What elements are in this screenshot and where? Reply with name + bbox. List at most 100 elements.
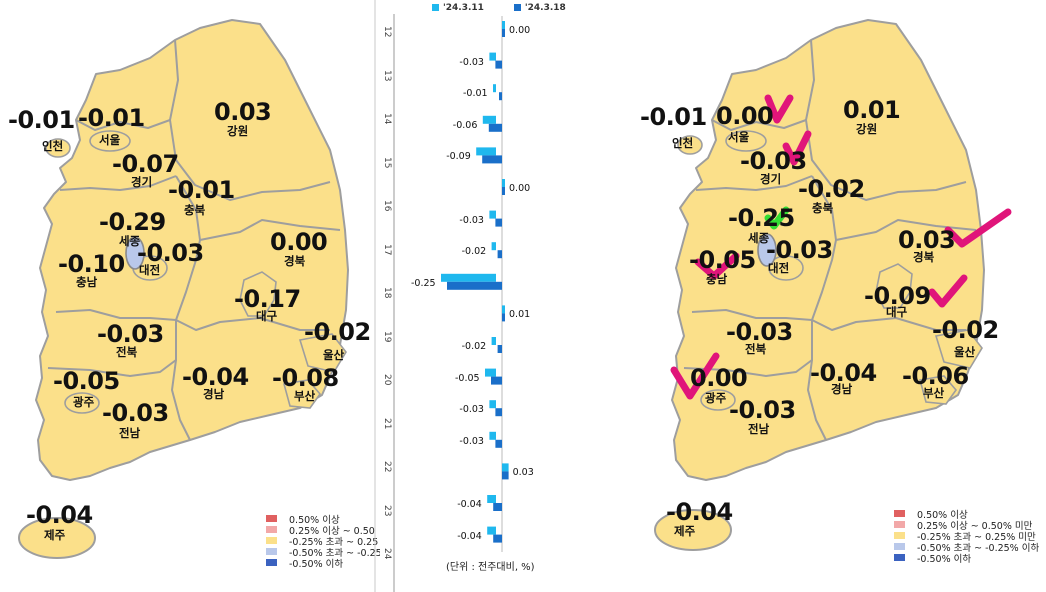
korea-map-right [654, 19, 1012, 551]
name-gwangju: 광주 [705, 391, 727, 405]
week-tick-label: 15 [382, 156, 392, 168]
name-ulsan: 울산 [323, 348, 345, 362]
bar-value-label: -0.05 [455, 372, 480, 384]
gwangju-shape [700, 389, 736, 411]
bar-series-1 [482, 115, 496, 124]
bar-series-1 [489, 400, 496, 409]
legend-series-2: '24.3.18 [513, 3, 566, 13]
value-ulsan: -0.02 [304, 318, 371, 346]
seoul-shape [89, 130, 131, 152]
legend-label: -0.50% 초과 ~ -0.25% 이하 [917, 542, 1040, 554]
value-jeonbuk: -0.03 [97, 320, 164, 348]
name-daejeon: 대전 [768, 261, 790, 275]
name-jeonbuk: 전북 [116, 345, 138, 359]
name-sejong: 세종 [119, 234, 141, 248]
name-sejong: 세종 [748, 231, 770, 245]
bar-series-1 [489, 431, 496, 440]
name-gangwon: 강원 [856, 122, 878, 136]
value-sejong: -0.29 [99, 208, 166, 236]
legend-series-label: '24.3.11 [443, 3, 484, 13]
value-daegu: -0.09 [864, 282, 931, 310]
bar-series-1 [502, 179, 505, 187]
name-seoul: 서울 [728, 130, 750, 144]
bar-value-label: -0.03 [459, 435, 484, 447]
unit-note: (단위 : 전주대비, %) [446, 562, 535, 573]
name-incheon: 인천 [672, 136, 694, 150]
value-incheon: -0.01 [640, 103, 707, 131]
bar-series-2 [447, 281, 502, 290]
bar-series-2 [502, 187, 505, 195]
legend-row: -0.50% 이하 [266, 557, 380, 570]
bar-series-2 [502, 29, 505, 37]
legend-row: 0.50% 이상 [266, 513, 380, 526]
legend-label: 0.25% 이상 ~ 0.50 [289, 525, 375, 537]
name-gyeongnam: 경남 [203, 387, 225, 401]
incheon-shape [45, 138, 71, 158]
legend-row: -0.25% 초과 ~ 0.25% 미만 [894, 530, 1039, 543]
value-daegu: -0.17 [234, 285, 301, 313]
legend-row: 0.25% 이상 ~ 0.50% 미만 [894, 519, 1039, 532]
gwangju-shape [64, 392, 100, 414]
bar-series-2 [495, 439, 502, 448]
bar-series-1 [487, 526, 496, 535]
value-ulsan: -0.02 [932, 316, 999, 344]
left-map-legend: 0.50% 이상 0.25% 이상 ~ 0.50 -0.25% 초과 ~ 0.2… [266, 513, 380, 570]
bar-series-1 [487, 495, 496, 503]
daegu-shape [875, 263, 913, 309]
name-chungnam: 충남 [706, 272, 728, 286]
name-chungnam: 충남 [76, 275, 98, 289]
legend-swatch [513, 4, 521, 11]
name-gyeongbuk: 경북 [284, 254, 306, 268]
legend-swatch [894, 521, 905, 528]
name-busan: 부산 [294, 389, 316, 403]
legend-label: 0.25% 이상 ~ 0.50% 미만 [917, 520, 1033, 532]
name-chungbuk: 충북 [812, 201, 834, 215]
value-chungnam: -0.05 [689, 246, 756, 274]
value-sejong: -0.25 [728, 204, 795, 232]
value-chungbuk: -0.01 [168, 176, 235, 204]
bar-series-1 [491, 337, 496, 345]
bar-series-2 [499, 92, 502, 101]
bar-series-1 [489, 210, 496, 219]
legend-label: -0.50% 이하 [917, 553, 972, 565]
bar-series-1 [502, 463, 509, 472]
bar-value-label: -0.04 [457, 499, 482, 510]
bar-series-1 [502, 305, 505, 314]
bar-series-1 [489, 52, 496, 61]
name-daegu: 대구 [256, 309, 278, 323]
bar-value-label: 0.00 [509, 25, 531, 36]
week-tick-label: 21 [382, 417, 392, 429]
check-mark-gyeonggi [782, 130, 812, 166]
ulsan-shape [298, 333, 347, 373]
bar-value-label: -0.02 [461, 341, 487, 352]
left-map-panel: -0.01 인천 -0.01 서울 0.03 강원 -0.07 경기 -0.01… [0, 0, 380, 592]
seoul-shape [725, 130, 767, 152]
legend-swatch [894, 554, 905, 561]
week-tick-label: 19 [382, 330, 392, 342]
value-jeju: -0.04 [26, 501, 93, 529]
value-jeonnam: -0.03 [102, 399, 169, 427]
name-gyeongbuk: 경북 [913, 250, 935, 264]
value-daejeon: -0.03 [137, 239, 204, 267]
value-chungnam: -0.10 [58, 250, 125, 278]
name-ulsan: 울산 [954, 345, 976, 359]
bar-series-2 [502, 471, 509, 480]
bar-series-2 [482, 155, 502, 164]
bar-series-1 [476, 147, 496, 156]
bar-series-2 [493, 534, 502, 543]
legend-swatch [432, 4, 439, 11]
week-tick-label: 18 [382, 287, 392, 299]
bar-value-label: -0.09 [446, 151, 471, 163]
legend-label: -0.25% 초과 ~ 0.25 [289, 536, 379, 548]
korea-map-left [18, 19, 349, 559]
check-mark-daegu [928, 274, 968, 308]
bar-value-label: -0.02 [461, 246, 487, 258]
name-gwangju: 광주 [73, 395, 95, 409]
legend-row: -0.50% 이하 [894, 552, 1039, 565]
value-jeju: -0.04 [666, 498, 733, 526]
week-tick-label: 22 [382, 461, 392, 473]
legend-swatch [894, 510, 905, 517]
value-gyeongbuk: 0.00 [270, 228, 328, 256]
value-seoul: 0.00 [716, 102, 774, 130]
weekly-bar-chart [374, 0, 509, 592]
